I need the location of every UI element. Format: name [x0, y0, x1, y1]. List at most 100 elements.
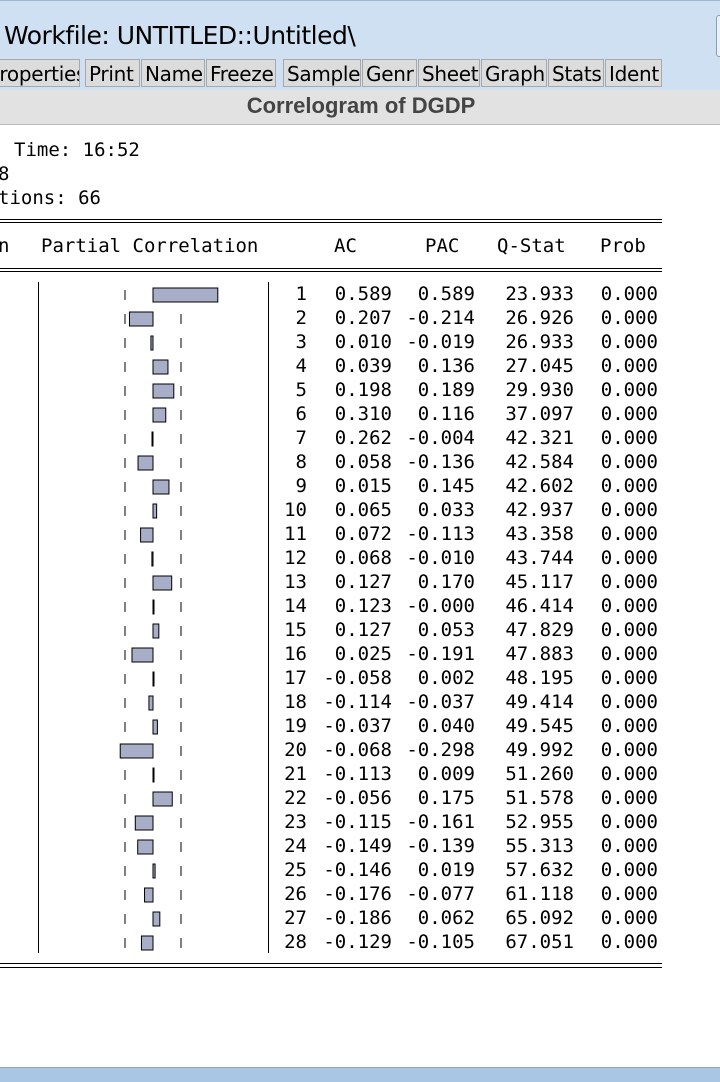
prob-cell: 0.000	[600, 643, 658, 665]
lag-cell: 10	[284, 499, 307, 521]
prob-cell: 0.000	[600, 715, 658, 737]
col-header-pac: PAC	[425, 235, 460, 257]
pac-cell: 0.040	[417, 715, 475, 737]
ac-cell: 0.039	[334, 355, 392, 377]
pac-bar	[152, 863, 156, 879]
qstat-cell: 51.260	[505, 763, 574, 785]
lag-cell: 24	[284, 835, 307, 857]
ac-cell: -0.176	[323, 883, 392, 905]
observations-line: tions: 66	[0, 187, 101, 209]
qstat-cell: 26.933	[505, 331, 574, 353]
pac-bar	[128, 311, 154, 327]
sample-button[interactable]: Sample	[283, 59, 361, 87]
prob-cell: 0.000	[600, 523, 658, 545]
prob-cell: 0.000	[600, 931, 658, 953]
prob-cell: 0.000	[600, 811, 658, 833]
lag-cell: 11	[284, 523, 307, 545]
ac-cell: 0.072	[334, 523, 392, 545]
lag-cell: 3	[295, 331, 307, 353]
correlogram-output: Time: 16:52 8 tions: 66 n Partial Correl…	[0, 125, 720, 1067]
pac-bar	[152, 479, 170, 495]
qstat-cell: 65.092	[505, 907, 574, 929]
table-bottom-rule-2	[0, 967, 662, 968]
pac-cell: 0.136	[417, 355, 475, 377]
graph-button[interactable]: Graph	[481, 59, 547, 87]
lag-cell: 2	[295, 307, 307, 329]
pac-cell: 0.189	[417, 379, 475, 401]
pac-bar	[137, 455, 154, 471]
ac-cell: -0.058	[323, 667, 392, 689]
pac-cell: -0.019	[406, 331, 475, 353]
header-bottom-rule-2	[0, 271, 662, 272]
prob-cell: 0.000	[600, 835, 658, 857]
lag-cell: 13	[284, 571, 307, 593]
lag-cell: 7	[295, 427, 307, 449]
pac-bar	[152, 383, 175, 399]
prob-cell: 0.000	[600, 307, 658, 329]
pac-bar	[131, 647, 154, 663]
print-button[interactable]: Print	[85, 59, 140, 87]
table-top-rule-2	[0, 222, 662, 223]
pac-bar	[137, 839, 154, 855]
name-button[interactable]: Name	[141, 59, 205, 87]
stats-button[interactable]: Stats	[548, 59, 604, 87]
ac-cell: -0.056	[323, 787, 392, 809]
prob-cell: 0.000	[600, 883, 658, 905]
pac-cell: 0.009	[417, 763, 475, 785]
pac-bar	[152, 599, 155, 615]
qstat-cell: 42.602	[505, 475, 574, 497]
lag-cell: 26	[284, 883, 307, 905]
ac-cell: 0.310	[334, 403, 392, 425]
sheet-button[interactable]: Sheet	[418, 59, 480, 87]
pac-bar	[152, 791, 173, 807]
qstat-cell: 42.321	[505, 427, 574, 449]
genr-button[interactable]: Genr	[362, 59, 417, 87]
lag-cell: 12	[284, 547, 307, 569]
ac-cell: -0.146	[323, 859, 392, 881]
lag-cell: 8	[295, 451, 307, 473]
ac-cell: 0.207	[334, 307, 392, 329]
qstat-cell: 46.414	[505, 595, 574, 617]
pac-cell: -0.105	[406, 931, 475, 953]
properties-button[interactable]: Properties	[0, 59, 80, 87]
pac-cell: -0.191	[406, 643, 475, 665]
ac-cell: 0.127	[334, 571, 392, 593]
pac-cell: 0.170	[417, 571, 475, 593]
qstat-cell: 49.414	[505, 691, 574, 713]
ac-cell: 0.198	[334, 379, 392, 401]
ident-button[interactable]: Ident	[605, 59, 662, 87]
pac-bar	[152, 359, 169, 375]
qstat-cell: 49.545	[505, 715, 574, 737]
pac-bar	[152, 671, 155, 687]
pac-cell: -0.010	[406, 547, 475, 569]
ac-cell: -0.149	[323, 835, 392, 857]
lag-cell: 14	[284, 595, 307, 617]
ac-cell: 0.068	[334, 547, 392, 569]
pac-cell: -0.113	[406, 523, 475, 545]
prob-cell: 0.000	[600, 859, 658, 881]
window-titlebar[interactable]: Workfile: UNTITLED::Untitled\	[0, 0, 720, 59]
freeze-button[interactable]: Freeze	[206, 59, 276, 87]
qstat-cell: 51.578	[505, 787, 574, 809]
prob-cell: 0.000	[600, 907, 658, 929]
pac-bar	[152, 287, 219, 303]
pac-bar	[140, 527, 154, 543]
autocorrelation-panel-divider	[38, 282, 39, 953]
lag-cell: 9	[295, 475, 307, 497]
ac-cell: 0.065	[334, 499, 392, 521]
view-title: Correlogram of DGDP	[246, 93, 476, 118]
prob-cell: 0.000	[600, 499, 658, 521]
qstat-cell: 23.933	[505, 283, 574, 305]
col-header-qstat: Q-Stat	[497, 235, 566, 257]
col-header-ac: AC	[334, 235, 357, 257]
sample-fragment: 8	[0, 163, 10, 185]
partial-correlation-panel-divider	[268, 282, 269, 953]
prob-cell: 0.000	[600, 355, 658, 377]
lag-cell: 17	[284, 667, 307, 689]
pac-cell: 0.053	[417, 619, 475, 641]
pac-bar	[134, 815, 154, 831]
prob-cell: 0.000	[600, 619, 658, 641]
window-control-button[interactable]	[716, 15, 720, 57]
ac-cell: 0.025	[334, 643, 392, 665]
ac-cell: 0.010	[334, 331, 392, 353]
